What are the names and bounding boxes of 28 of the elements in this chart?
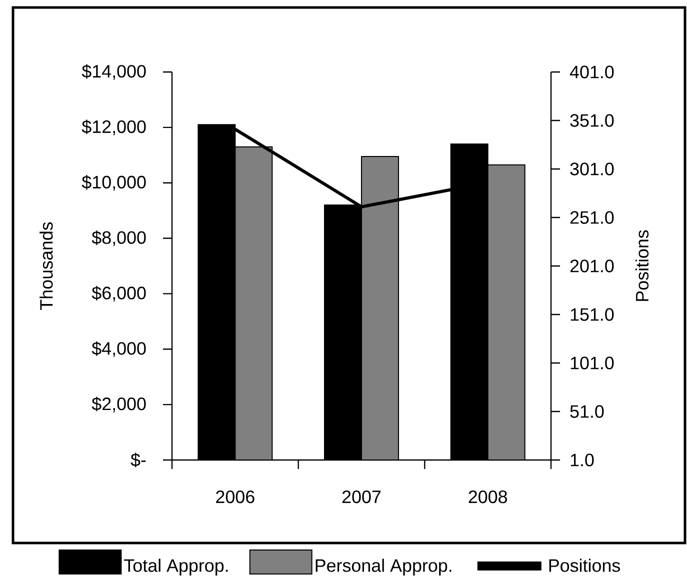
y-tick-label: $2,000	[92, 396, 146, 412]
x-tick-label: 2006	[216, 490, 254, 504]
y-tick-label: $-	[130, 452, 146, 468]
bar	[234, 146, 273, 460]
y-axis-title: Thousands	[40, 222, 53, 310]
legend-label: Personal Approp.	[316, 558, 452, 576]
y-tick-label: $6,000	[92, 286, 146, 302]
y-tick-label: $4,000	[92, 341, 146, 357]
y2-tick-label: 251.0	[570, 211, 614, 224]
x-tick-label: 2008	[468, 490, 508, 504]
y2-tick-label: 201.0	[570, 260, 614, 272]
y2-tick-label: 101.0	[570, 356, 614, 370]
x-tick-label: 2007	[342, 490, 381, 504]
y2-tick-label: 301.0	[570, 162, 614, 176]
y-tick-label: $14,000	[82, 64, 146, 80]
bar	[361, 156, 400, 460]
y2-tick-label: 151.0	[570, 308, 614, 321]
y-tick-label: $10,000	[82, 175, 146, 191]
y2-axis-title: Positions	[635, 230, 649, 301]
y-tick-label: $12,000	[82, 120, 146, 136]
y2-tick-label: 51.0	[570, 405, 604, 418]
bar	[487, 164, 526, 460]
legend-label: Total Approp.	[124, 558, 228, 576]
legend-label: Positions	[549, 558, 620, 572]
y2-tick-label: 351.0	[570, 114, 614, 127]
y2-tick-label: 1.0	[570, 454, 594, 466]
y2-tick-label: 401.0	[570, 66, 614, 78]
y-tick-label: $8,000	[92, 230, 146, 246]
